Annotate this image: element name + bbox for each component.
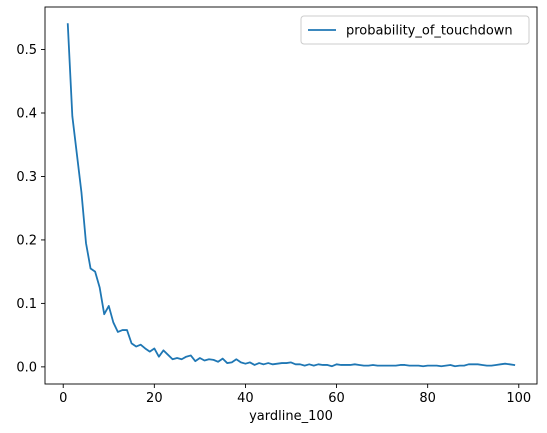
y-tick-label: 0.3 [16, 170, 37, 185]
plot-area [66, 23, 516, 368]
x-tick-label: 20 [146, 391, 163, 406]
legend-box [300, 15, 530, 45]
y-tick-label: 0.0 [16, 360, 37, 375]
legend: probability_of_touchdown [300, 15, 530, 45]
axes: 0 20 40 60 80 100 0.0 0.1 0.2 0.3 0.4 0.5 [16, 6, 538, 406]
y-tick-label: 0.2 [16, 233, 37, 248]
x-tick-label: 0 [59, 391, 67, 406]
x-tick-label: 100 [506, 391, 531, 406]
x-tick-label: 60 [328, 391, 345, 406]
y-tick-label: 0.1 [16, 297, 37, 312]
x-axis-label: yardline_100 [249, 409, 333, 424]
x-tick-label: 80 [419, 391, 436, 406]
y-tick-label: 0.4 [16, 106, 37, 121]
legend-entry-probability-of-touchdown: probability_of_touchdown [346, 24, 513, 39]
x-tick-label: 40 [237, 391, 254, 406]
series-line-probability-of-touchdown [66, 23, 516, 368]
plot-frame [44, 6, 538, 385]
y-tick-label: 0.5 [16, 43, 37, 58]
